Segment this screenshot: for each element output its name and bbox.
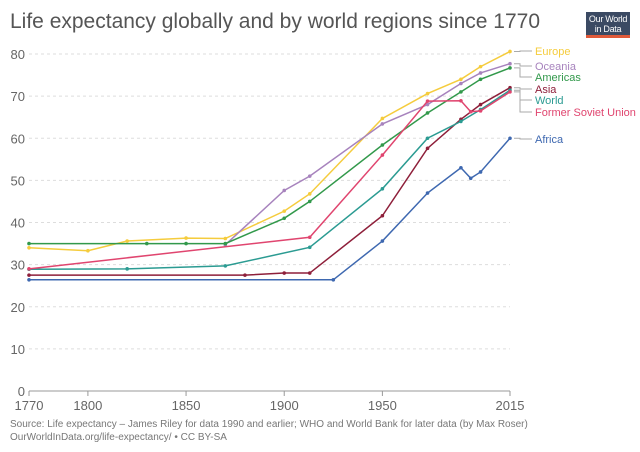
data-point-americas bbox=[459, 90, 463, 94]
data-point-europe bbox=[459, 77, 463, 82]
data-point-asia bbox=[425, 146, 430, 151]
source-line-1: Source: Life expectancy – James Riley fo… bbox=[10, 419, 528, 430]
data-point-oceania bbox=[508, 61, 512, 66]
data-point-africa bbox=[468, 176, 473, 181]
data-point-americas bbox=[282, 216, 287, 221]
chart-title: Life expectancy globally and by world re… bbox=[10, 10, 540, 33]
y-tick-label: 20 bbox=[11, 300, 25, 315]
label-connector-africa bbox=[514, 137, 532, 140]
data-point-americas bbox=[508, 66, 512, 70]
y-tick-label: 0 bbox=[18, 384, 25, 399]
data-point-americas bbox=[380, 143, 385, 147]
data-point-world bbox=[307, 245, 312, 250]
data-point-former-soviet-union bbox=[307, 235, 312, 240]
y-tick-label: 70 bbox=[11, 89, 25, 104]
x-tick-label: 1850 bbox=[172, 398, 201, 413]
data-point-americas bbox=[184, 241, 188, 246]
data-point-europe bbox=[282, 209, 287, 213]
data-point-americas bbox=[425, 111, 430, 115]
label-connector-former-soviet-union bbox=[514, 91, 532, 113]
x-tick-label: 1800 bbox=[73, 398, 102, 413]
y-tick-label: 10 bbox=[11, 342, 25, 357]
data-point-americas bbox=[27, 241, 31, 246]
label-connector-oceania bbox=[514, 63, 532, 67]
data-point-americas bbox=[144, 241, 149, 246]
data-point-americas bbox=[307, 199, 312, 204]
x-tick-label: 2015 bbox=[496, 398, 525, 413]
label-connector-americas bbox=[514, 67, 532, 78]
series-line-oceania bbox=[224, 62, 511, 246]
data-point-world bbox=[223, 264, 228, 268]
data-point-former-soviet-union bbox=[478, 109, 483, 113]
data-point-europe bbox=[184, 236, 188, 240]
data-point-former-soviet-union bbox=[425, 99, 430, 103]
source-note: Source: Life expectancy – James Riley fo… bbox=[10, 418, 528, 444]
data-point-asia bbox=[282, 271, 287, 275]
y-tick-label: 60 bbox=[11, 131, 25, 146]
series-line-europe bbox=[28, 50, 511, 252]
y-tick-label: 40 bbox=[11, 216, 25, 231]
data-point-africa bbox=[459, 165, 463, 170]
data-point-europe bbox=[223, 236, 228, 241]
data-point-asia bbox=[380, 213, 385, 218]
data-point-europe bbox=[307, 192, 312, 196]
x-tick-label: 1900 bbox=[270, 398, 299, 413]
data-point-oceania bbox=[478, 71, 483, 75]
data-point-americas bbox=[478, 77, 483, 82]
data-point-africa bbox=[425, 191, 430, 195]
data-point-europe bbox=[380, 116, 385, 121]
legend-label-americas: Americas bbox=[535, 72, 581, 84]
data-point-europe bbox=[508, 49, 512, 54]
data-point-africa bbox=[380, 239, 385, 243]
data-point-oceania bbox=[425, 102, 430, 107]
data-point-former-soviet-union bbox=[27, 267, 31, 271]
data-point-world bbox=[425, 136, 430, 141]
data-point-oceania bbox=[307, 174, 312, 178]
data-point-world bbox=[380, 187, 385, 191]
data-point-oceania bbox=[380, 122, 385, 126]
source-line-2: OurWorldInData.org/life-expectancy/ • CC… bbox=[10, 432, 227, 443]
data-point-europe bbox=[27, 245, 31, 250]
data-point-europe bbox=[478, 64, 483, 69]
data-point-africa bbox=[27, 277, 31, 282]
x-tick-label: 1770 bbox=[15, 398, 44, 413]
data-point-asia bbox=[307, 271, 312, 275]
data-point-oceania bbox=[282, 188, 287, 193]
legend-label-former-soviet-union: Former Soviet Union bbox=[535, 107, 636, 119]
data-point-africa bbox=[508, 136, 512, 141]
series-line-africa bbox=[29, 137, 511, 281]
data-point-europe bbox=[86, 248, 90, 253]
label-connector-asia bbox=[514, 87, 532, 90]
y-tick-label: 80 bbox=[11, 47, 25, 62]
data-point-asia bbox=[478, 102, 483, 107]
legend-label-africa: Africa bbox=[535, 134, 564, 146]
data-point-former-soviet-union bbox=[380, 153, 385, 157]
y-tick-label: 50 bbox=[11, 173, 25, 188]
data-point-asia bbox=[27, 273, 31, 277]
data-point-oceania bbox=[459, 81, 463, 86]
legend-label-world: World bbox=[535, 95, 564, 107]
data-point-americas bbox=[223, 241, 228, 246]
x-tick-label: 1950 bbox=[368, 398, 397, 413]
data-point-africa bbox=[331, 277, 336, 282]
data-point-former-soviet-union bbox=[508, 90, 512, 94]
legend-label-asia: Asia bbox=[535, 84, 557, 96]
owid-logo[interactable]: Our World in Data bbox=[586, 12, 630, 38]
data-point-europe bbox=[425, 91, 430, 96]
legend-label-oceania: Oceania bbox=[535, 61, 577, 73]
data-point-former-soviet-union bbox=[459, 98, 463, 103]
data-point-asia bbox=[243, 273, 247, 277]
data-point-asia bbox=[508, 85, 512, 90]
data-point-europe bbox=[125, 239, 129, 243]
legend-label-europe: Europe bbox=[535, 46, 570, 58]
data-point-world bbox=[125, 267, 129, 271]
data-point-world bbox=[459, 119, 463, 124]
y-tick-label: 30 bbox=[11, 258, 25, 273]
data-point-former-soviet-union bbox=[468, 109, 473, 114]
data-point-africa bbox=[478, 170, 483, 174]
